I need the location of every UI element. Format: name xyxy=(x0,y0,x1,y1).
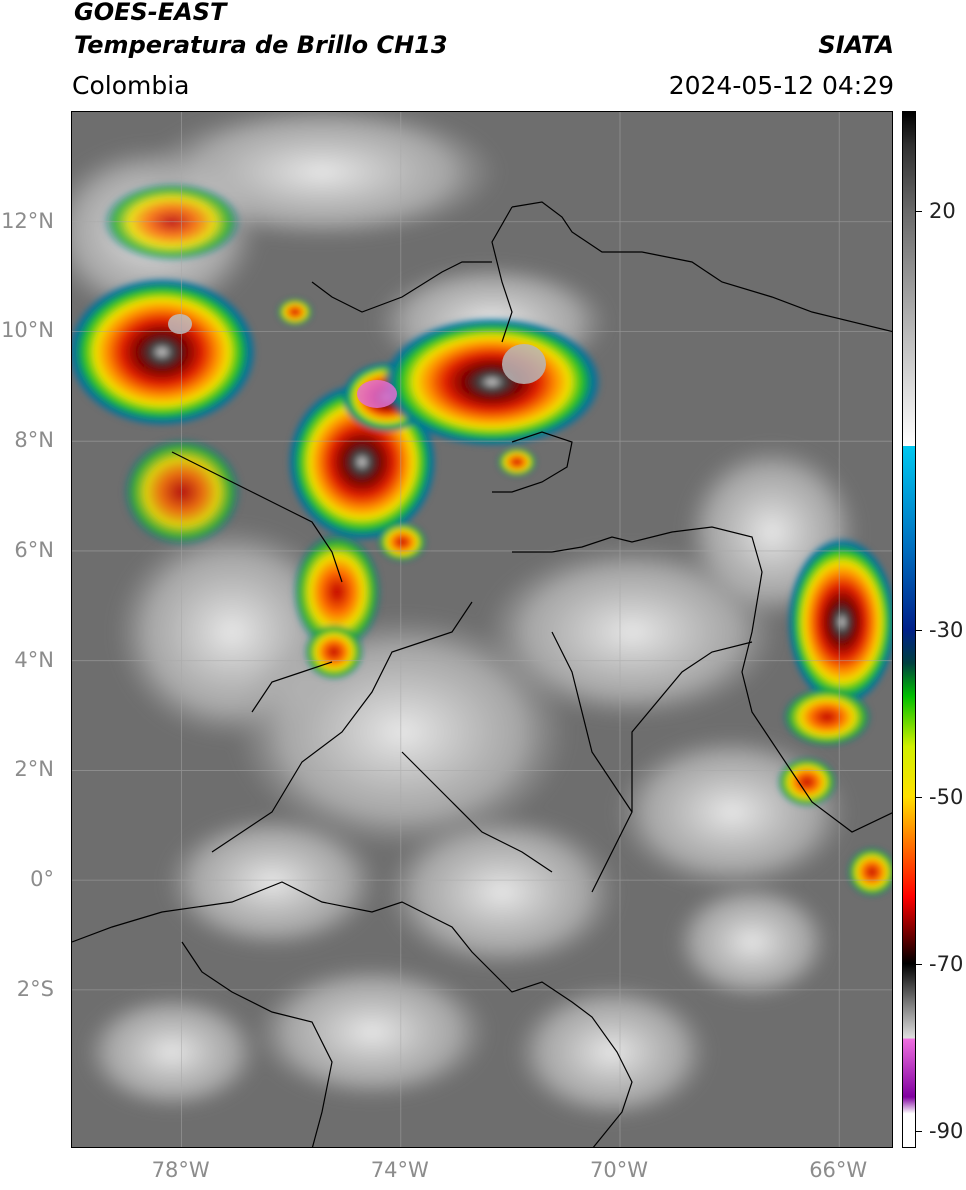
colorbar-tick xyxy=(916,1131,922,1133)
datetime-label: 2024-05-12 04:29 xyxy=(668,71,894,100)
lat-tick-label: 0° xyxy=(30,867,54,892)
colorbar-label: -50 xyxy=(929,784,964,809)
lon-tick-label: 78°W xyxy=(151,1158,210,1182)
colorbar-tick xyxy=(916,629,922,631)
region-label: Colombia xyxy=(72,71,190,100)
temperature-colorbar xyxy=(902,111,916,1148)
colorbar-label: -70 xyxy=(929,952,964,977)
cold-cloud-tops xyxy=(168,314,546,408)
satellite-map[interactable] xyxy=(71,111,893,1148)
lat-tick-label: 2°N xyxy=(14,757,54,782)
map-canvas xyxy=(72,112,892,1147)
country-borders xyxy=(72,201,892,1147)
colorbar-tick xyxy=(916,964,922,966)
lon-tick-label: 70°W xyxy=(590,1158,648,1182)
lon-tick-label: 74°W xyxy=(370,1158,429,1182)
satellite-title: GOES-EAST xyxy=(74,0,227,26)
colorbar-label: 20 xyxy=(929,199,956,224)
lat-tick-label: 6°N xyxy=(14,537,54,562)
colorbar-label: -30 xyxy=(929,617,964,642)
colorbar-label: -90 xyxy=(929,1119,964,1144)
lat-tick-label: 4°N xyxy=(14,647,54,672)
lat-tick-label: 2°S xyxy=(16,976,54,1001)
product-title: Temperatura de Brillo CH13 xyxy=(74,31,448,59)
lat-tick-label: 12°N xyxy=(1,208,54,233)
organization-label: SIATA xyxy=(818,31,894,59)
map-gridlines xyxy=(72,112,892,1147)
lon-tick-label: 66°W xyxy=(809,1158,868,1182)
colorbar-tick xyxy=(916,211,922,213)
lat-tick-label: 10°N xyxy=(1,318,54,343)
lat-tick-label: 8°N xyxy=(14,428,54,453)
cloud-field xyxy=(72,112,862,1122)
colorbar-tick xyxy=(916,796,922,798)
